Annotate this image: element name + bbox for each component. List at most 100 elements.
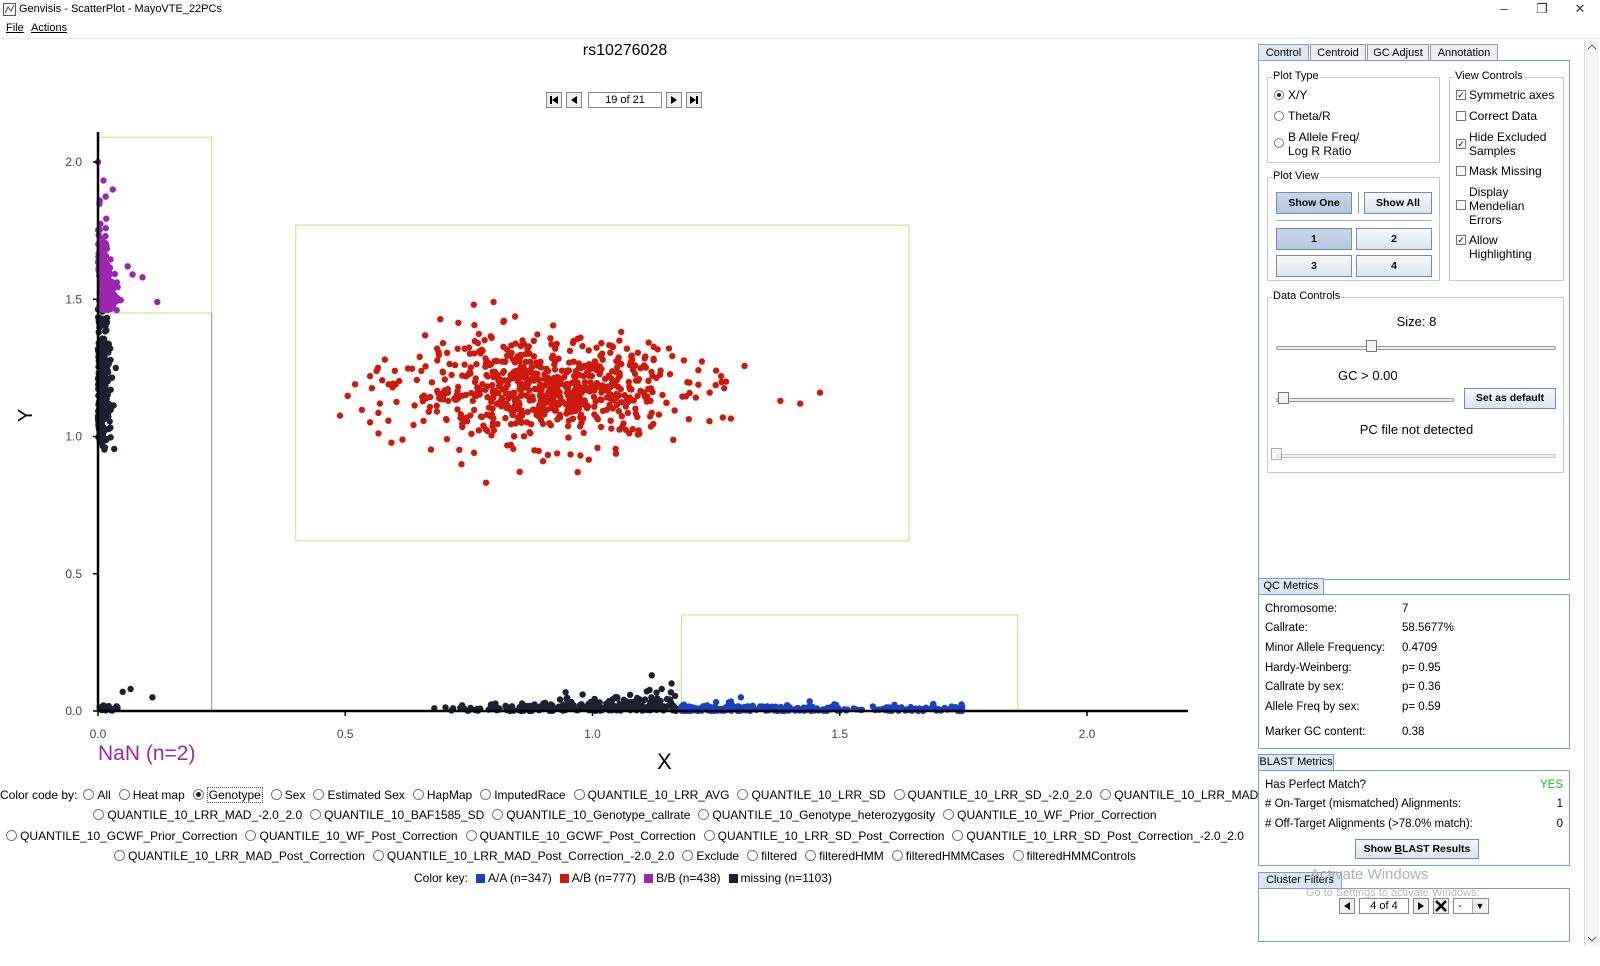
color-code-radio[interactable]	[465, 830, 477, 841]
color-code-option[interactable]: QUANTILE_10_LRR_AVG	[573, 788, 729, 802]
color-code-option[interactable]: QUANTILE_10_BAF1585_SD	[310, 808, 484, 822]
cluster-filters-tab[interactable]: Cluster Filters	[1258, 872, 1342, 888]
color-code-option[interactable]: filteredHMM	[805, 849, 884, 863]
first-marker-button[interactable]	[546, 92, 562, 108]
color-code-option[interactable]: filtered	[747, 849, 797, 863]
color-code-radio[interactable]	[492, 809, 504, 820]
color-code-option[interactable]: QUANTILE_10_Genotype_callrate	[492, 808, 690, 822]
plot-2-button[interactable]: 2	[1356, 228, 1432, 250]
correct-data-checkbox[interactable]	[1456, 111, 1466, 121]
symmetric-axes-checkbox[interactable]: ✓	[1456, 90, 1466, 100]
show-blast-results-button[interactable]: Show BLAST Results	[1355, 839, 1479, 859]
color-code-option[interactable]: QUANTILE_10_GCWF_Post_Correction	[465, 829, 696, 843]
plot-type-theta-radio[interactable]	[1274, 111, 1284, 121]
previous-filter-button[interactable]	[1339, 898, 1355, 914]
plot-4-button[interactable]: 4	[1356, 255, 1432, 277]
filter-genotype-dropdown[interactable]: - ▼	[1453, 898, 1489, 914]
minimize-button[interactable]: –	[1500, 1, 1508, 16]
color-code-radio[interactable]	[118, 789, 130, 800]
hide-excluded-checkbox[interactable]: ✓	[1456, 139, 1466, 149]
display-mendelian-checkbox[interactable]	[1456, 200, 1466, 210]
color-code-radio[interactable]	[192, 789, 204, 800]
color-code-radio[interactable]	[943, 809, 955, 820]
color-code-radio[interactable]	[83, 789, 95, 800]
last-marker-button[interactable]	[686, 92, 702, 108]
color-code-radio[interactable]	[747, 850, 759, 861]
set-as-default-button[interactable]: Set as default	[1464, 388, 1556, 409]
next-marker-button[interactable]	[666, 92, 682, 108]
scroll-up-icon[interactable]	[1585, 40, 1599, 54]
color-code-option[interactable]: filteredHMMCases	[891, 849, 1005, 863]
tab-centroid[interactable]: Centroid	[1310, 44, 1366, 60]
color-code-option[interactable]: All	[83, 788, 111, 802]
qc-metrics-tab[interactable]: QC Metrics	[1258, 578, 1324, 594]
show-all-button[interactable]: Show All	[1364, 192, 1432, 214]
color-code-radio[interactable]	[6, 830, 18, 841]
color-code-radio[interactable]	[703, 830, 715, 841]
color-code-option[interactable]: QUANTILE_10_LRR_SD_-2.0_2.0	[893, 788, 1092, 802]
delete-filter-button[interactable]	[1433, 898, 1449, 914]
pc-slider-track[interactable]	[1276, 454, 1556, 458]
color-code-option[interactable]: QUANTILE_10_LRR_MAD	[1100, 788, 1258, 802]
color-code-radio[interactable]	[412, 789, 424, 800]
color-code-option[interactable]: Exclude	[682, 849, 739, 863]
gc-slider-track[interactable]	[1276, 398, 1454, 402]
plot-1-button[interactable]: 1	[1276, 228, 1352, 250]
blast-metrics-tab[interactable]: BLAST Metrics	[1258, 754, 1334, 770]
next-filter-button[interactable]	[1413, 898, 1429, 914]
mask-missing-checkbox[interactable]	[1456, 166, 1466, 176]
maximize-button[interactable]: ❐	[1536, 1, 1548, 16]
color-code-radio[interactable]	[893, 789, 905, 800]
color-code-radio[interactable]	[372, 850, 384, 861]
color-code-option[interactable]: Estimated Sex	[313, 788, 405, 802]
cluster-filter-box[interactable]	[681, 614, 1019, 712]
color-code-radio[interactable]	[573, 789, 585, 800]
color-code-radio[interactable]	[245, 830, 257, 841]
allow-highlighting-checkbox[interactable]: ✓	[1456, 235, 1466, 245]
tab-gc-adjust[interactable]: GC Adjust	[1367, 44, 1429, 60]
color-code-option[interactable]: filteredHMMControls	[1012, 849, 1136, 863]
color-code-option[interactable]: ImputedRace	[480, 788, 566, 802]
color-code-radio[interactable]	[1012, 850, 1024, 861]
color-code-option[interactable]: QUANTILE_10_Genotype_heterozygosity	[698, 808, 935, 822]
menu-actions[interactable]: Actions	[31, 22, 67, 34]
show-one-button[interactable]: Show One	[1276, 192, 1352, 214]
color-code-option[interactable]: Sex	[270, 788, 305, 802]
size-slider-track[interactable]	[1276, 346, 1556, 350]
color-code-option[interactable]: HapMap	[412, 788, 472, 802]
color-code-radio[interactable]	[114, 850, 126, 861]
plot-type-xy-radio[interactable]	[1274, 90, 1284, 100]
color-code-option[interactable]: QUANTILE_10_LRR_MAD_Post_Correction_-2.0…	[372, 849, 674, 863]
menu-file[interactable]: File	[6, 22, 24, 34]
gc-slider-thumb[interactable]	[1278, 392, 1289, 404]
color-code-radio[interactable]	[270, 789, 282, 800]
color-code-radio[interactable]	[93, 809, 105, 820]
scatter-plot[interactable]: 0.0 0.5 1.0 1.5 2.0 0.0 0.5 1.0 1.5 2.0	[0, 38, 1250, 798]
color-code-option[interactable]: QUANTILE_10_LRR_SD_Post_Correction_-2.0_…	[952, 829, 1244, 843]
color-code-option[interactable]: Genotype	[192, 787, 263, 803]
scroll-down-icon[interactable]	[1585, 932, 1599, 946]
cluster-filter-box[interactable]	[97, 312, 213, 712]
color-code-radio[interactable]	[952, 830, 964, 841]
tab-control[interactable]: Control	[1258, 44, 1309, 60]
pc-slider-thumb[interactable]	[1271, 448, 1282, 460]
color-code-radio[interactable]	[682, 850, 694, 861]
size-slider-thumb[interactable]	[1366, 340, 1377, 352]
color-code-radio[interactable]	[698, 809, 710, 820]
color-code-option[interactable]: QUANTILE_10_GCWF_Prior_Correction	[6, 829, 237, 843]
close-button[interactable]: ✕	[1574, 1, 1586, 16]
marker-position-field[interactable]: 19 of 21	[588, 92, 662, 108]
color-code-radio[interactable]	[891, 850, 903, 861]
color-code-radio[interactable]	[480, 789, 492, 800]
color-code-option[interactable]: QUANTILE_10_WF_Prior_Correction	[943, 808, 1157, 822]
filter-position-field[interactable]: 4 of 4	[1359, 898, 1409, 914]
plot-3-button[interactable]: 3	[1276, 255, 1352, 277]
color-code-option[interactable]: QUANTILE_10_LRR_MAD_Post_Correction	[114, 849, 365, 863]
plot-type-baf-radio[interactable]	[1274, 138, 1284, 148]
right-scrollbar[interactable]	[1584, 40, 1599, 946]
color-code-option[interactable]: Heat map	[118, 788, 185, 802]
color-code-radio[interactable]	[310, 809, 322, 820]
color-code-option[interactable]: QUANTILE_10_LRR_SD_Post_Correction	[703, 829, 944, 843]
color-code-option[interactable]: QUANTILE_10_LRR_MAD_-2.0_2.0	[93, 808, 302, 822]
color-code-radio[interactable]	[313, 789, 325, 800]
